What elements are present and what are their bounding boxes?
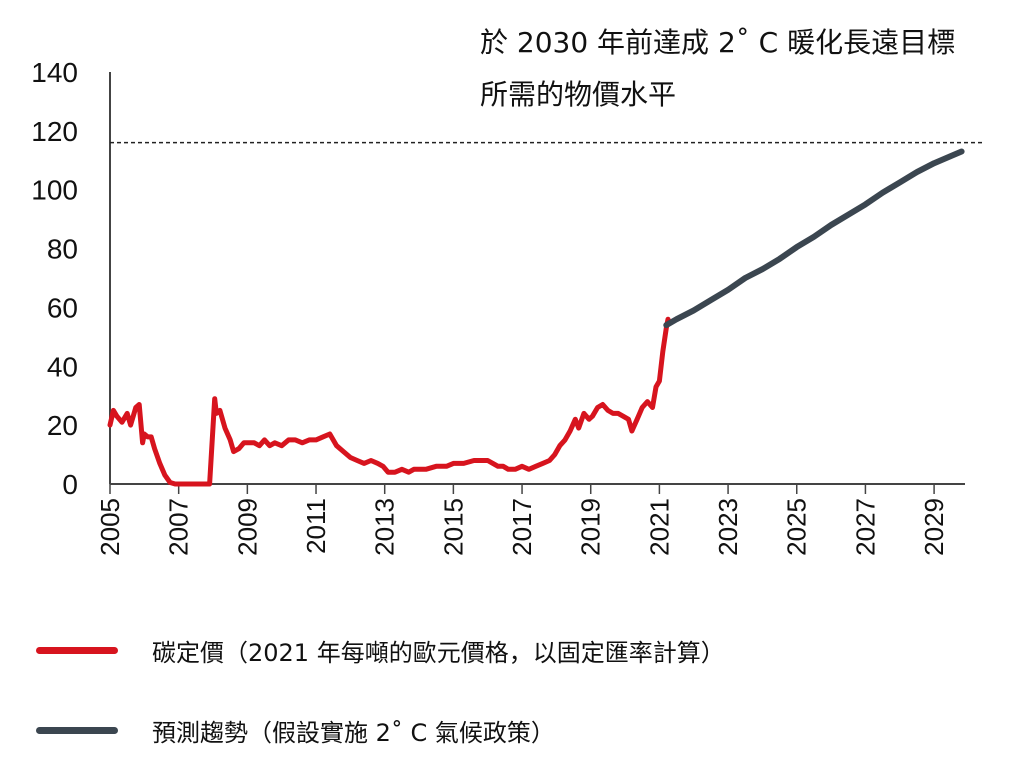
x-tick-label: 2013: [370, 498, 400, 556]
y-tick-label: 80: [47, 234, 78, 265]
y-tick-label: 100: [31, 175, 78, 206]
legend-label-forecast: 預測趨勢（假設實施 2˚ C 氣候政策）: [152, 718, 555, 747]
series-line-forecast: [663, 148, 965, 329]
y-tick-label: 60: [47, 292, 78, 323]
x-tick-label: 2019: [576, 498, 606, 556]
legend-item-forecast: 預測趨勢（假設實施 2˚ C 氣候政策）: [36, 710, 996, 750]
x-tick-label: 2011: [301, 498, 331, 554]
y-tick-label: 40: [47, 351, 78, 382]
x-tick-label: 2017: [507, 498, 537, 556]
series-line-carbon-price: [107, 316, 671, 487]
legend-label-carbon-price: 碳定價（2021 年每噸的歐元價格，以固定匯率計算）: [152, 638, 725, 667]
legend-item-carbon-price: 碳定價（2021 年每噸的歐元價格，以固定匯率計算）: [36, 630, 996, 670]
x-tick-label: 2007: [164, 498, 194, 556]
annotation-line-2: 所需的物價水平: [480, 78, 676, 111]
x-tick-label: 2005: [95, 498, 125, 556]
annotation-line-1: 於 2030 年前達成 2˚ C 暖化長遠目標: [480, 26, 955, 59]
x-tick-label: 2021: [644, 498, 674, 556]
x-tick-label: 2015: [438, 498, 468, 556]
legend-swatch-forecast: [36, 726, 118, 734]
x-axis: 2005 2007 2009 2011 2013 2015 2017 2019 2021 2023…: [95, 483, 965, 556]
x-tick-label: 2029: [919, 498, 949, 556]
y-tick-label: 20: [47, 410, 78, 441]
y-tick-label: 0: [62, 469, 78, 500]
y-axis: 0 20 40 60 80 100 120 140: [31, 57, 111, 500]
y-tick-label: 140: [31, 57, 78, 88]
y-tick-label: 120: [31, 116, 78, 147]
x-tick-label: 2009: [232, 498, 262, 556]
legend-swatch-carbon-price: [36, 646, 118, 654]
x-tick-label: 2023: [713, 498, 743, 556]
x-tick-label: 2027: [850, 498, 880, 556]
x-tick-label: 2025: [782, 498, 812, 556]
series-layer: [107, 148, 965, 487]
